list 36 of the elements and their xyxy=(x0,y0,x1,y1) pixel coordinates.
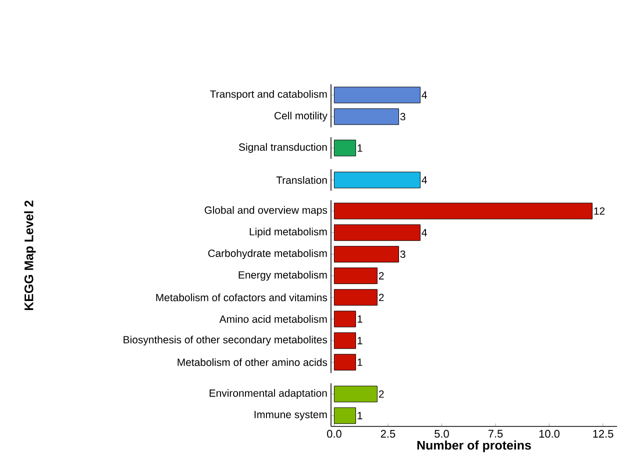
x-axis-title: Number of proteins xyxy=(417,440,531,452)
y-tick-label: Metabolism of other amino acids xyxy=(178,358,328,366)
data-label: 2 xyxy=(378,272,384,280)
data-label: 2 xyxy=(378,294,384,302)
data-label: 3 xyxy=(400,250,406,258)
data-label: 1 xyxy=(358,337,362,344)
data-label: 4 xyxy=(422,91,427,99)
x-tick-label: 12.5 xyxy=(593,430,614,438)
y-tick-label: Carbohydrate metabolism xyxy=(208,249,327,260)
y-tick-label: Metabolism of cofactors and vitamins xyxy=(156,294,328,302)
y-tick-label: Signal transduction xyxy=(238,143,327,153)
y-tick-label: Cell motility xyxy=(274,112,328,122)
data-label: 4 xyxy=(422,176,427,184)
y-tick-label: Environmental adaptation xyxy=(210,389,327,399)
data-label: 4 xyxy=(422,229,427,236)
y-tick-label: Global and overview maps xyxy=(204,206,328,216)
y-tick-label: Energy metabolism xyxy=(238,270,327,281)
data-label: 1 xyxy=(358,412,362,420)
x-tick-label: 2.5 xyxy=(380,430,396,438)
data-label: 2 xyxy=(378,390,384,398)
x-tick-label: 5.0 xyxy=(434,430,449,438)
y-tick-label: Transport and catabolism xyxy=(210,90,327,100)
x-tick-label: 7.5 xyxy=(488,430,503,438)
x-tick-label: 0.0 xyxy=(327,430,342,438)
y-tick-label: Amino acid metabolism xyxy=(219,315,327,323)
data-label: 1 xyxy=(358,358,362,366)
y-tick-label: Immune system xyxy=(254,410,327,420)
x-tick-label: 10.0 xyxy=(539,430,560,438)
y-tick-label: Lipid metabolism xyxy=(250,228,327,238)
data-label: 1 xyxy=(358,315,362,323)
data-label: 3 xyxy=(400,112,406,120)
y-axis-title: KEGG Map Level 2 xyxy=(24,200,36,310)
data-label: 12 xyxy=(594,207,605,215)
y-tick-label: Biosynthesis of other secondary metabolites xyxy=(124,336,328,346)
data-label: 1 xyxy=(358,144,362,152)
y-tick-label: Translation xyxy=(276,176,327,184)
